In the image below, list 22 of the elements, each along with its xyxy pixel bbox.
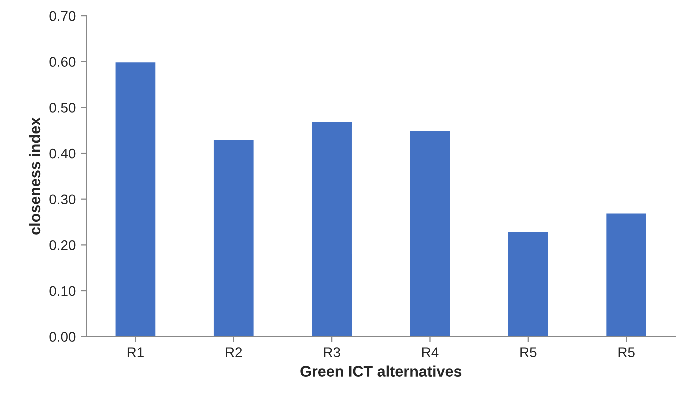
x-tick-label: R2: [226, 348, 242, 358]
x-tick-label: R4: [422, 348, 439, 358]
x-tick-label: R5: [618, 348, 635, 358]
bar: [408, 130, 452, 337]
y-tick-label: 0.30: [50, 194, 76, 205]
x-tick-label: R1: [128, 348, 144, 358]
bar: [114, 61, 158, 337]
y-tick-label: 0.20: [50, 240, 76, 250]
bar: [310, 120, 354, 337]
y-tick-label: 0.40: [50, 148, 76, 159]
bar: [507, 230, 550, 337]
y-tick-label: 0.70: [50, 11, 76, 22]
x-axis-title: Green ICT alternatives: [300, 366, 462, 377]
y-tick-label: 0.60: [50, 57, 76, 68]
x-tick-label: R5: [520, 348, 537, 358]
bar: [605, 212, 648, 337]
bar: [212, 139, 256, 337]
y-tick-label: 0.00: [50, 332, 76, 342]
y-axis-title: closeness index: [29, 118, 41, 235]
x-tick-label: R3: [324, 348, 340, 358]
y-tick-label: 0.10: [50, 286, 76, 296]
y-tick-label: 0.50: [50, 103, 76, 113]
